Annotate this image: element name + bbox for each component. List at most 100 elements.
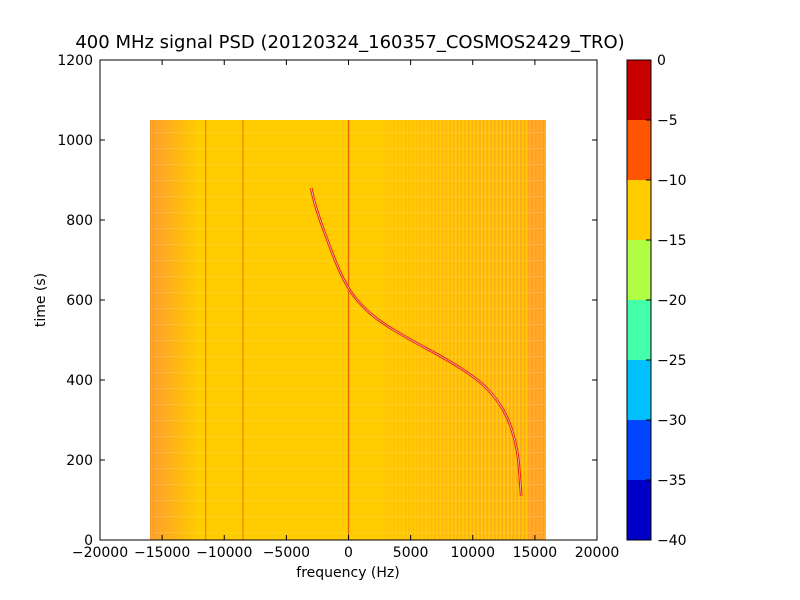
colorbar-band [627, 180, 651, 240]
colorbar-tick-label: −15 [657, 233, 687, 249]
x-tick-label: −15000 [134, 545, 190, 561]
left-edge-column [174, 120, 178, 540]
stripe-column [456, 120, 459, 540]
stripe-column [523, 120, 526, 540]
stripe-column [471, 120, 474, 540]
left-edge-column [154, 120, 158, 540]
stripe-column [430, 120, 433, 540]
y-tick-label: 600 [66, 293, 93, 309]
colorbar-band [627, 240, 651, 300]
x-tick-label: −20000 [72, 545, 128, 561]
signal-trace-center [310, 187, 522, 497]
stripe-column [478, 120, 481, 540]
colorbar-tick-label: −20 [657, 293, 687, 309]
artifact-line [205, 120, 207, 540]
stripe-column [493, 120, 496, 540]
colorbar-band [627, 120, 651, 180]
x-axis-label: frequency (Hz) [296, 565, 399, 581]
y-tick-label: 800 [66, 213, 93, 229]
left-edge-column [152, 120, 155, 540]
left-edge-column [182, 120, 185, 540]
stripe-column [464, 120, 466, 540]
y-axis-ticks: 0 200 400 600 800 1000 1200 [57, 53, 597, 549]
left-edge-column [157, 120, 160, 540]
stripe-column [423, 120, 425, 540]
artifact-line [150, 120, 151, 540]
y-tick-label: 400 [66, 373, 93, 389]
x-tick-label: 20000 [575, 545, 620, 561]
heatmap-right-stripes [385, 120, 548, 540]
stripe-column [467, 120, 470, 540]
colorbar-ticks: 0 −5 −10 −15 −20 −25 −30 −35 −40 [646, 53, 687, 549]
stripe-column [449, 120, 452, 540]
left-edge-column [177, 120, 180, 540]
colorbar-tick-label: −25 [657, 353, 687, 369]
left-edge-column [159, 120, 163, 540]
colorbar-tick-label: −10 [657, 173, 687, 189]
stripe-column [519, 120, 522, 540]
left-edge-column [189, 120, 193, 540]
stripe-column [501, 120, 504, 540]
stripe-column [516, 120, 519, 540]
stripe-column [490, 120, 493, 540]
stripe-column [426, 120, 429, 540]
artifact-line [242, 120, 244, 540]
left-edge-column [164, 120, 168, 540]
colorbar-tick-label: 0 [657, 53, 666, 69]
stripe-column [404, 120, 407, 540]
colorbar-band [627, 300, 651, 360]
stripe-column [512, 120, 515, 540]
stripe-column [389, 120, 392, 540]
colorbar: 0 −5 −10 −15 −20 −25 −30 −35 −40 [626, 53, 687, 549]
stripe-column [441, 120, 444, 540]
stripe-column [400, 120, 403, 540]
stripe-column [486, 120, 489, 540]
stripe-column [434, 120, 437, 540]
colorbar-bands [627, 60, 651, 540]
y-tick-label: 1200 [57, 53, 93, 69]
stripe-column [437, 120, 440, 540]
y-tick-label: 0 [84, 533, 93, 549]
left-edge-column [191, 120, 195, 540]
vertical-artifacts [150, 120, 350, 540]
artifact-line [347, 120, 350, 540]
stripe-column [385, 120, 388, 540]
heatmap-image [150, 120, 548, 540]
left-edge-column [169, 120, 173, 540]
left-edge-column [179, 120, 183, 540]
stripe-column [445, 120, 448, 540]
stripe-column [411, 120, 414, 540]
x-axis-ticks: −20000 −15000 −10000 −5000 0 5000 10000 15000 20… [72, 60, 619, 561]
colorbar-tick-label: −5 [657, 113, 678, 129]
x-tick-label: 5000 [393, 545, 429, 561]
x-tick-label: 0 [344, 545, 353, 561]
stripe-column [546, 120, 548, 540]
y-axis-label: time (s) [33, 273, 49, 327]
colorbar-band [627, 360, 651, 420]
x-tick-label: 10000 [450, 545, 495, 561]
left-edge-column [194, 120, 198, 540]
x-tick-label: 15000 [513, 545, 558, 561]
colorbar-tick-label: −40 [657, 533, 687, 549]
stripe-column [452, 120, 455, 540]
stripe-column [508, 120, 511, 540]
right-edge-column [528, 120, 546, 540]
stripe-column [475, 120, 478, 540]
left-edge-column [150, 120, 153, 540]
left-edge-column [172, 120, 175, 540]
left-edge-column [167, 120, 170, 540]
stripe-column [497, 120, 500, 540]
left-edge-column [184, 120, 188, 540]
left-edge-column [162, 120, 165, 540]
colorbar-band [627, 420, 651, 480]
colorbar-tick-label: −35 [657, 473, 687, 489]
colorbar-band [627, 480, 651, 540]
chart-title: 400 MHz signal PSD (20120324_160357_COSM… [75, 32, 624, 53]
stripe-column [505, 120, 507, 540]
stripe-column [527, 120, 530, 540]
stripe-column [408, 120, 411, 540]
stripe-column [419, 120, 422, 540]
colorbar-band [627, 60, 651, 120]
heatmap-left-edge [150, 120, 198, 540]
